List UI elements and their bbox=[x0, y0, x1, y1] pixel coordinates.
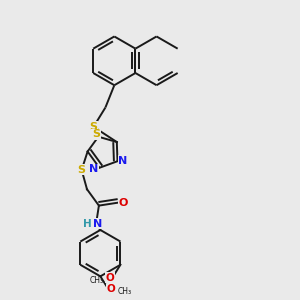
Text: S: S bbox=[78, 165, 86, 175]
Text: S: S bbox=[92, 129, 100, 139]
Text: S: S bbox=[89, 122, 98, 132]
Text: N: N bbox=[118, 156, 128, 166]
Text: O: O bbox=[119, 198, 128, 208]
Text: CH₃: CH₃ bbox=[117, 287, 131, 296]
Text: N: N bbox=[89, 164, 99, 174]
Text: H: H bbox=[83, 219, 92, 229]
Text: CH₃: CH₃ bbox=[89, 276, 103, 285]
Text: O: O bbox=[106, 284, 115, 294]
Text: O: O bbox=[106, 272, 114, 283]
Text: N: N bbox=[93, 219, 102, 229]
